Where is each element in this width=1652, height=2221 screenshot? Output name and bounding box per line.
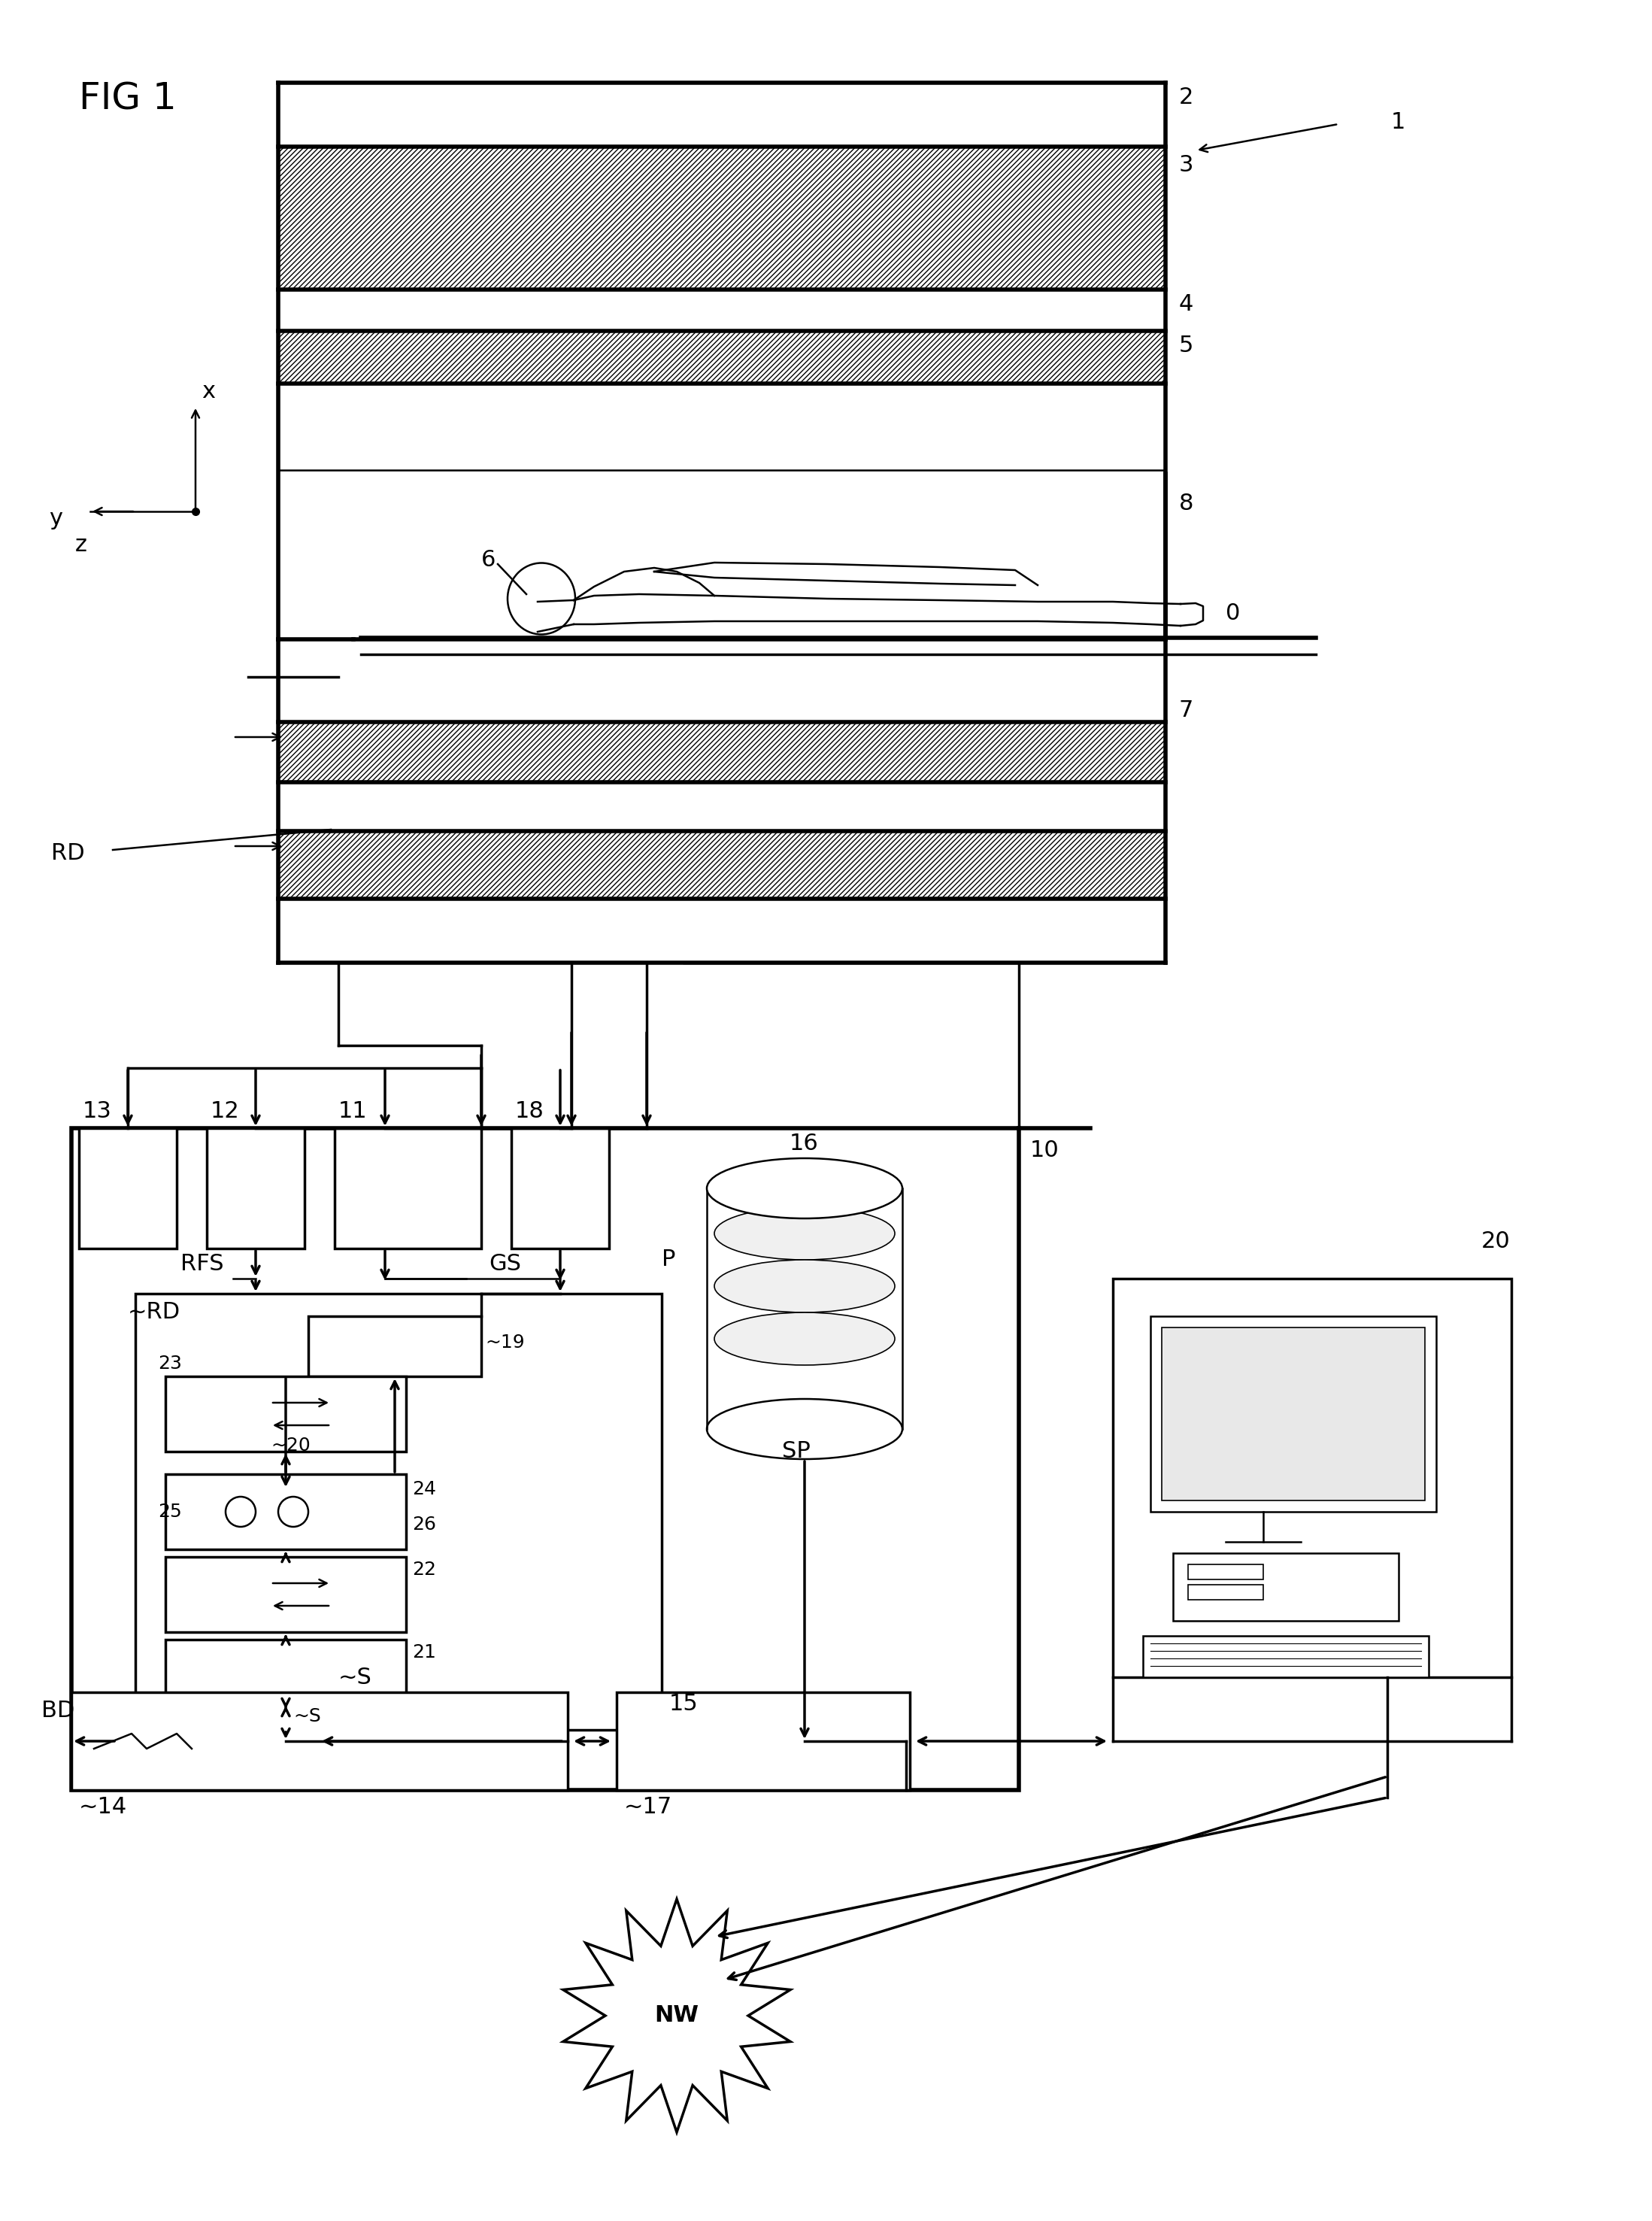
Text: 12: 12 — [210, 1099, 240, 1122]
Bar — [309, 1317, 481, 1377]
Text: y: y — [50, 509, 63, 529]
Bar — [512, 1128, 610, 1248]
Ellipse shape — [707, 1159, 902, 1219]
Text: 6: 6 — [481, 549, 496, 571]
Text: 23: 23 — [159, 1355, 182, 1373]
Text: 8: 8 — [1180, 493, 1194, 515]
Bar — [71, 1128, 1019, 1790]
Ellipse shape — [714, 1208, 895, 1259]
Text: 15: 15 — [669, 1692, 699, 1715]
Text: 5: 5 — [1180, 335, 1194, 358]
Bar — [1113, 1279, 1512, 1677]
Bar — [1188, 1586, 1264, 1599]
Text: 16: 16 — [790, 1133, 819, 1155]
Text: ~14: ~14 — [79, 1797, 127, 1817]
Text: FIG 1: FIG 1 — [79, 82, 177, 118]
Ellipse shape — [714, 1259, 895, 1313]
Bar — [278, 722, 1166, 782]
Text: RFS: RFS — [180, 1253, 223, 1275]
Text: 10: 10 — [1031, 1139, 1059, 1162]
Text: ~RD: ~RD — [127, 1302, 180, 1324]
Bar — [135, 1293, 662, 1730]
Bar — [1188, 1564, 1264, 1579]
Text: z: z — [76, 533, 88, 555]
Text: BD: BD — [41, 1699, 74, 1721]
Text: ~17: ~17 — [624, 1797, 672, 1817]
Text: 18: 18 — [515, 1099, 544, 1122]
Text: ~S: ~S — [339, 1666, 372, 1688]
Text: RD: RD — [51, 842, 84, 864]
Bar — [71, 1692, 568, 1790]
Bar — [616, 1692, 910, 1790]
Ellipse shape — [714, 1313, 895, 1366]
Text: 0: 0 — [1226, 602, 1241, 624]
Text: 1: 1 — [1391, 111, 1406, 133]
Text: 26: 26 — [411, 1515, 436, 1532]
Text: 13: 13 — [83, 1099, 112, 1122]
Text: 7: 7 — [1180, 700, 1194, 722]
Bar — [335, 1128, 481, 1248]
Bar — [165, 1557, 406, 1632]
Text: ~19: ~19 — [486, 1333, 525, 1353]
Bar — [165, 1475, 406, 1550]
Bar — [1143, 1637, 1429, 1677]
Text: 3: 3 — [1180, 153, 1194, 175]
Text: 25: 25 — [159, 1504, 182, 1521]
Bar — [1161, 1328, 1426, 1501]
Text: ~20: ~20 — [271, 1437, 311, 1455]
Bar — [165, 1639, 406, 1699]
Bar — [79, 1128, 177, 1248]
Text: SP: SP — [781, 1439, 811, 1461]
Text: 20: 20 — [1482, 1230, 1510, 1253]
Text: 22: 22 — [411, 1561, 436, 1579]
Text: NW: NW — [654, 2006, 699, 2026]
Text: 11: 11 — [339, 1099, 367, 1122]
Bar — [278, 831, 1166, 900]
Text: GS: GS — [489, 1253, 520, 1275]
Bar — [278, 331, 1166, 384]
Text: x: x — [202, 380, 215, 402]
Bar — [1150, 1317, 1436, 1513]
Bar — [1173, 1552, 1399, 1621]
Text: 2: 2 — [1180, 87, 1194, 109]
Bar — [206, 1128, 304, 1248]
Text: 21: 21 — [411, 1644, 436, 1661]
Text: 24: 24 — [411, 1479, 436, 1499]
Text: P: P — [662, 1248, 676, 1270]
Bar — [278, 147, 1166, 289]
Text: 4: 4 — [1180, 293, 1194, 315]
Text: ~S: ~S — [294, 1708, 320, 1726]
Bar — [165, 1377, 406, 1453]
